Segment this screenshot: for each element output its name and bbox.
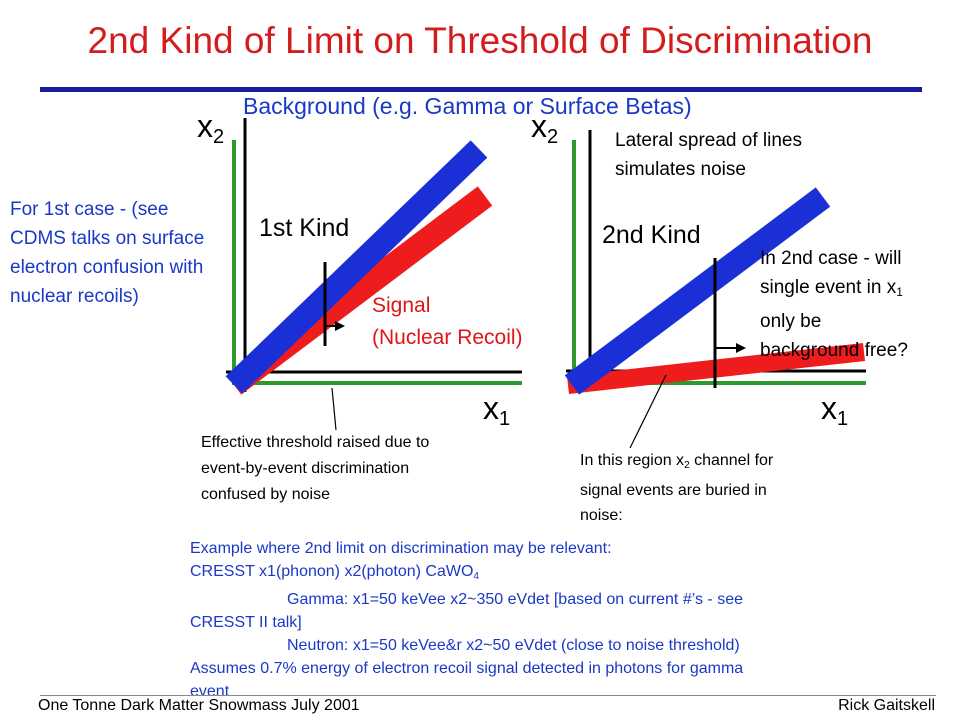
slide-title: 2nd Kind of Limit on Threshold of Discri… — [87, 20, 873, 61]
second-case-line4: background free? — [760, 340, 908, 361]
signal-label: Signal (Nuclear Recoil) — [372, 290, 523, 354]
second-kind-label: 2nd Kind — [602, 221, 701, 249]
example-line4: CRESST II talk] — [190, 614, 302, 631]
signal-label-line2: (Nuclear Recoil) — [372, 326, 523, 349]
plot2-x-axis-label: x1 — [821, 390, 849, 430]
region-note-line2: signal events are buried in — [580, 482, 767, 499]
example-block: Example where 2nd limit on discriminatio… — [190, 537, 743, 703]
region-note-line3: noise: — [580, 507, 623, 524]
plot2-threshold-arrowhead — [736, 343, 746, 353]
example-line1: Example where 2nd limit on discriminatio… — [190, 540, 612, 557]
second-case-question: In 2nd case - will single event in x1 on… — [760, 244, 908, 365]
plot1-x-axis-label: x1 — [483, 390, 511, 430]
plot2-y-axis-label: x2 — [531, 108, 559, 148]
region-note-line1: In this region x2 channel for — [580, 452, 774, 471]
example-line2: CRESST x1(phonon) x2(photon) CaWO4 — [190, 563, 479, 582]
footer-right: Rick Gaitskell — [838, 697, 935, 714]
effective-note-line1: Effective threshold raised due to — [201, 434, 430, 451]
effective-note-line2: event-by-event discrimination — [201, 460, 410, 477]
signal-label-line1: Signal — [372, 294, 431, 317]
effective-threshold-pointer — [331, 387, 337, 431]
effective-threshold-note: Effective threshold raised due to event-… — [201, 430, 429, 508]
first-case-note: For 1st case - (see CDMS talks on surfac… — [10, 199, 205, 307]
example-line6: Assumes 0.7% energy of electron recoil s… — [190, 660, 744, 677]
noise-region-pointer — [629, 374, 667, 449]
second-case-line2: single event in x1 — [760, 277, 903, 299]
plot2-background-line — [564, 187, 831, 395]
first-kind-label: 1st Kind — [259, 214, 350, 242]
lateral-note-line2: simulates noise — [615, 159, 746, 180]
second-case-line1: In 2nd case - will — [760, 248, 902, 269]
noise-region-note: In this region x2 channel for signal eve… — [580, 448, 773, 528]
example-line3: Gamma: x1=50 keVee x2~350 eVdet [based o… — [287, 591, 743, 608]
second-case-line3: only be — [760, 311, 822, 332]
footer-left: One Tonne Dark Matter Snowmass July 2001 — [38, 697, 360, 714]
example-line5: Neutron: x1=50 keVee&r x2~50 eVdet (clos… — [287, 637, 740, 654]
plot1-threshold-arrowhead — [335, 321, 345, 331]
background-label: Background (e.g. Gamma or Surface Betas) — [243, 93, 692, 119]
footer-rule — [40, 695, 936, 696]
plot1-y-axis-label: x2 — [197, 108, 225, 148]
lateral-note-line1: Lateral spread of lines — [615, 130, 802, 151]
title-underline — [40, 87, 922, 92]
plot1-background-line — [225, 140, 488, 394]
effective-note-line3: confused by noise — [201, 486, 330, 503]
lateral-spread-note: Lateral spread of lines simulates noise — [615, 126, 802, 184]
